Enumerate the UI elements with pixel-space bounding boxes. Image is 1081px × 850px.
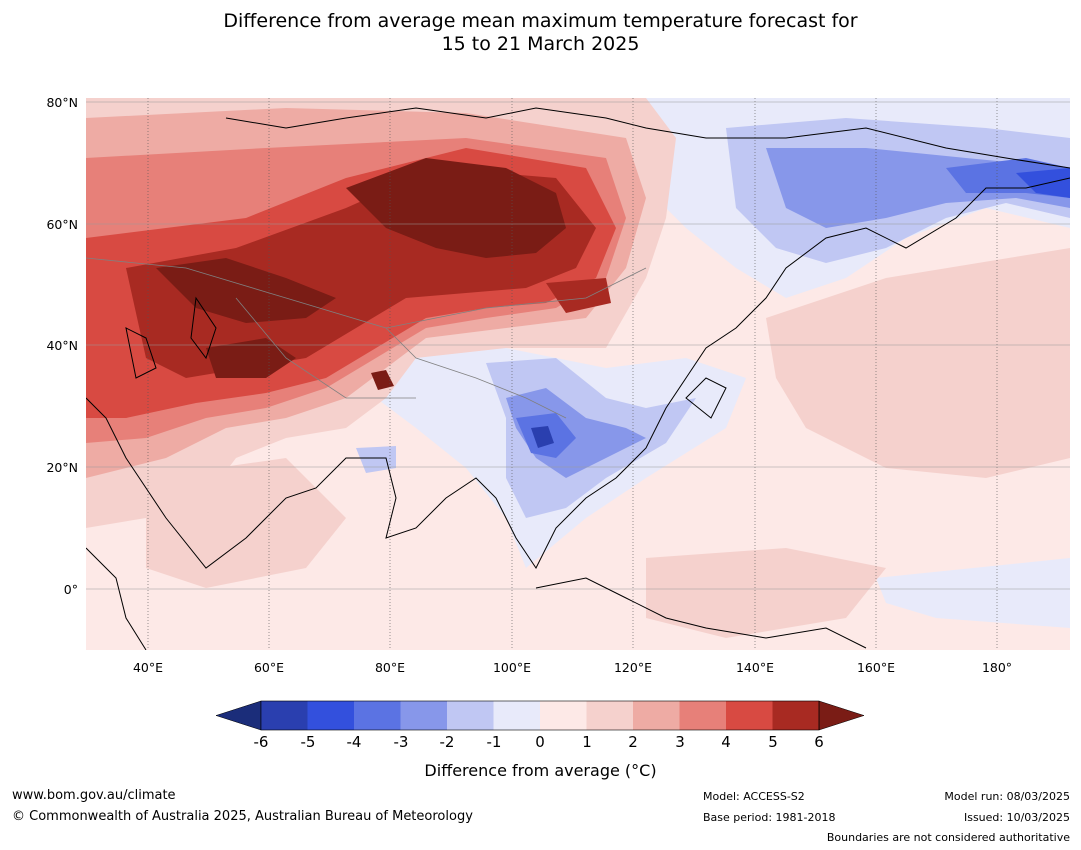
colorbar-tick-p3: 3 bbox=[675, 733, 685, 751]
colorbar-bin-2-3 bbox=[633, 701, 680, 730]
footer-model-run: Model run: 08/03/2025 bbox=[944, 790, 1070, 803]
footer-disclaimer: Boundaries are not considered authoritat… bbox=[826, 831, 1070, 844]
colorbar-label: Difference from average (°C) bbox=[424, 761, 657, 780]
colorbar-bin-1-2 bbox=[586, 701, 633, 730]
map-title-line1: Difference from average mean maximum tem… bbox=[223, 10, 858, 32]
colorbar-tick-m4: -4 bbox=[346, 733, 362, 751]
footer-copyright: © Commonwealth of Australia 2025, Austra… bbox=[12, 809, 473, 824]
footer-model: Model: ACCESS-S2 bbox=[703, 790, 805, 803]
map-latitude-lines bbox=[86, 101, 1070, 590]
colorbar-bin-m1-0 bbox=[493, 701, 540, 730]
colorbar-extend-low bbox=[216, 700, 262, 731]
colorbar-bin-4-5 bbox=[726, 701, 773, 730]
anomaly-warm-pacific-2 bbox=[646, 548, 886, 638]
footer-website: www.bom.gov.au/climate bbox=[12, 788, 176, 803]
colorbar-outline bbox=[260, 700, 820, 731]
colorbar-bin-3-4 bbox=[679, 701, 726, 730]
lon-label-160e: 160°E bbox=[856, 660, 895, 675]
map-graticule bbox=[147, 98, 998, 650]
colorbar-tick-m3: -3 bbox=[393, 733, 409, 751]
lat-label-20n: 20°N bbox=[46, 460, 78, 475]
footer-base-period: Base period: 1981-2018 bbox=[703, 811, 836, 824]
map-borders bbox=[86, 257, 647, 419]
anomaly-warm-tibet-core bbox=[371, 370, 394, 390]
anomaly-cool-pacific-south bbox=[876, 558, 1070, 628]
lat-label-60n: 60°N bbox=[46, 217, 78, 232]
colorbar-bin-m3-m2 bbox=[400, 701, 447, 730]
anomaly-warm-russia-core bbox=[346, 158, 566, 258]
anomaly-warm-kazakh-core bbox=[156, 258, 336, 323]
lon-label-60e: 60°E bbox=[253, 660, 285, 675]
colorbar-bin-m4-m3 bbox=[354, 701, 401, 730]
colorbar-bin-m6-m5 bbox=[261, 701, 308, 730]
anomaly-cool-india bbox=[356, 446, 396, 473]
colorbar-bin-m2-m1 bbox=[447, 701, 494, 730]
anomaly-warm-mongolia bbox=[546, 278, 611, 313]
lon-label-40e: 40°E bbox=[132, 660, 164, 675]
colorbar-tick-p5: 5 bbox=[768, 733, 778, 751]
anomaly-cool-china-5 bbox=[531, 426, 554, 448]
lat-label-40n: 40°N bbox=[46, 338, 78, 353]
colorbar-extend-high bbox=[818, 700, 865, 731]
colorbar bbox=[216, 700, 865, 731]
colorbar-tick-m5: -5 bbox=[300, 733, 316, 751]
lat-label-0: 0° bbox=[63, 582, 78, 597]
map-coastlines bbox=[86, 107, 1070, 650]
anomaly-cool-east-siberia-5 bbox=[1016, 168, 1070, 198]
footer-issued: Issued: 10/03/2025 bbox=[963, 811, 1070, 824]
colorbar-tick-p2: 2 bbox=[628, 733, 638, 751]
colorbar-tick-m1: -1 bbox=[486, 733, 502, 751]
temperature-anomaly-map bbox=[86, 98, 1070, 650]
colorbar-bin-0-1 bbox=[540, 701, 587, 730]
colorbar-tick-p1: 1 bbox=[582, 733, 592, 751]
colorbar-tick-m6: -6 bbox=[253, 733, 269, 751]
colorbar-tick-p6: 6 bbox=[814, 733, 824, 751]
anomaly-warm-iran-core bbox=[206, 338, 296, 378]
colorbar-bin-5-6 bbox=[772, 701, 819, 730]
lon-label-180: 180° bbox=[981, 660, 1013, 675]
colorbar-tick-m2: -2 bbox=[439, 733, 455, 751]
colorbar-bin-m5-m4 bbox=[307, 701, 354, 730]
lon-label-120e: 120°E bbox=[613, 660, 652, 675]
colorbar-tick-0: 0 bbox=[535, 733, 545, 751]
lon-label-140e: 140°E bbox=[735, 660, 774, 675]
map-svg bbox=[86, 98, 1070, 650]
lon-label-80e: 80°E bbox=[374, 660, 406, 675]
anomaly-warm-pacific bbox=[766, 248, 1070, 478]
anomaly-cool-china-3 bbox=[506, 388, 646, 478]
lon-label-100e: 100°E bbox=[492, 660, 531, 675]
lat-label-80n: 80°N bbox=[46, 95, 78, 110]
map-title-line2: 15 to 21 March 2025 bbox=[441, 33, 640, 55]
colorbar-tick-p4: 4 bbox=[721, 733, 731, 751]
